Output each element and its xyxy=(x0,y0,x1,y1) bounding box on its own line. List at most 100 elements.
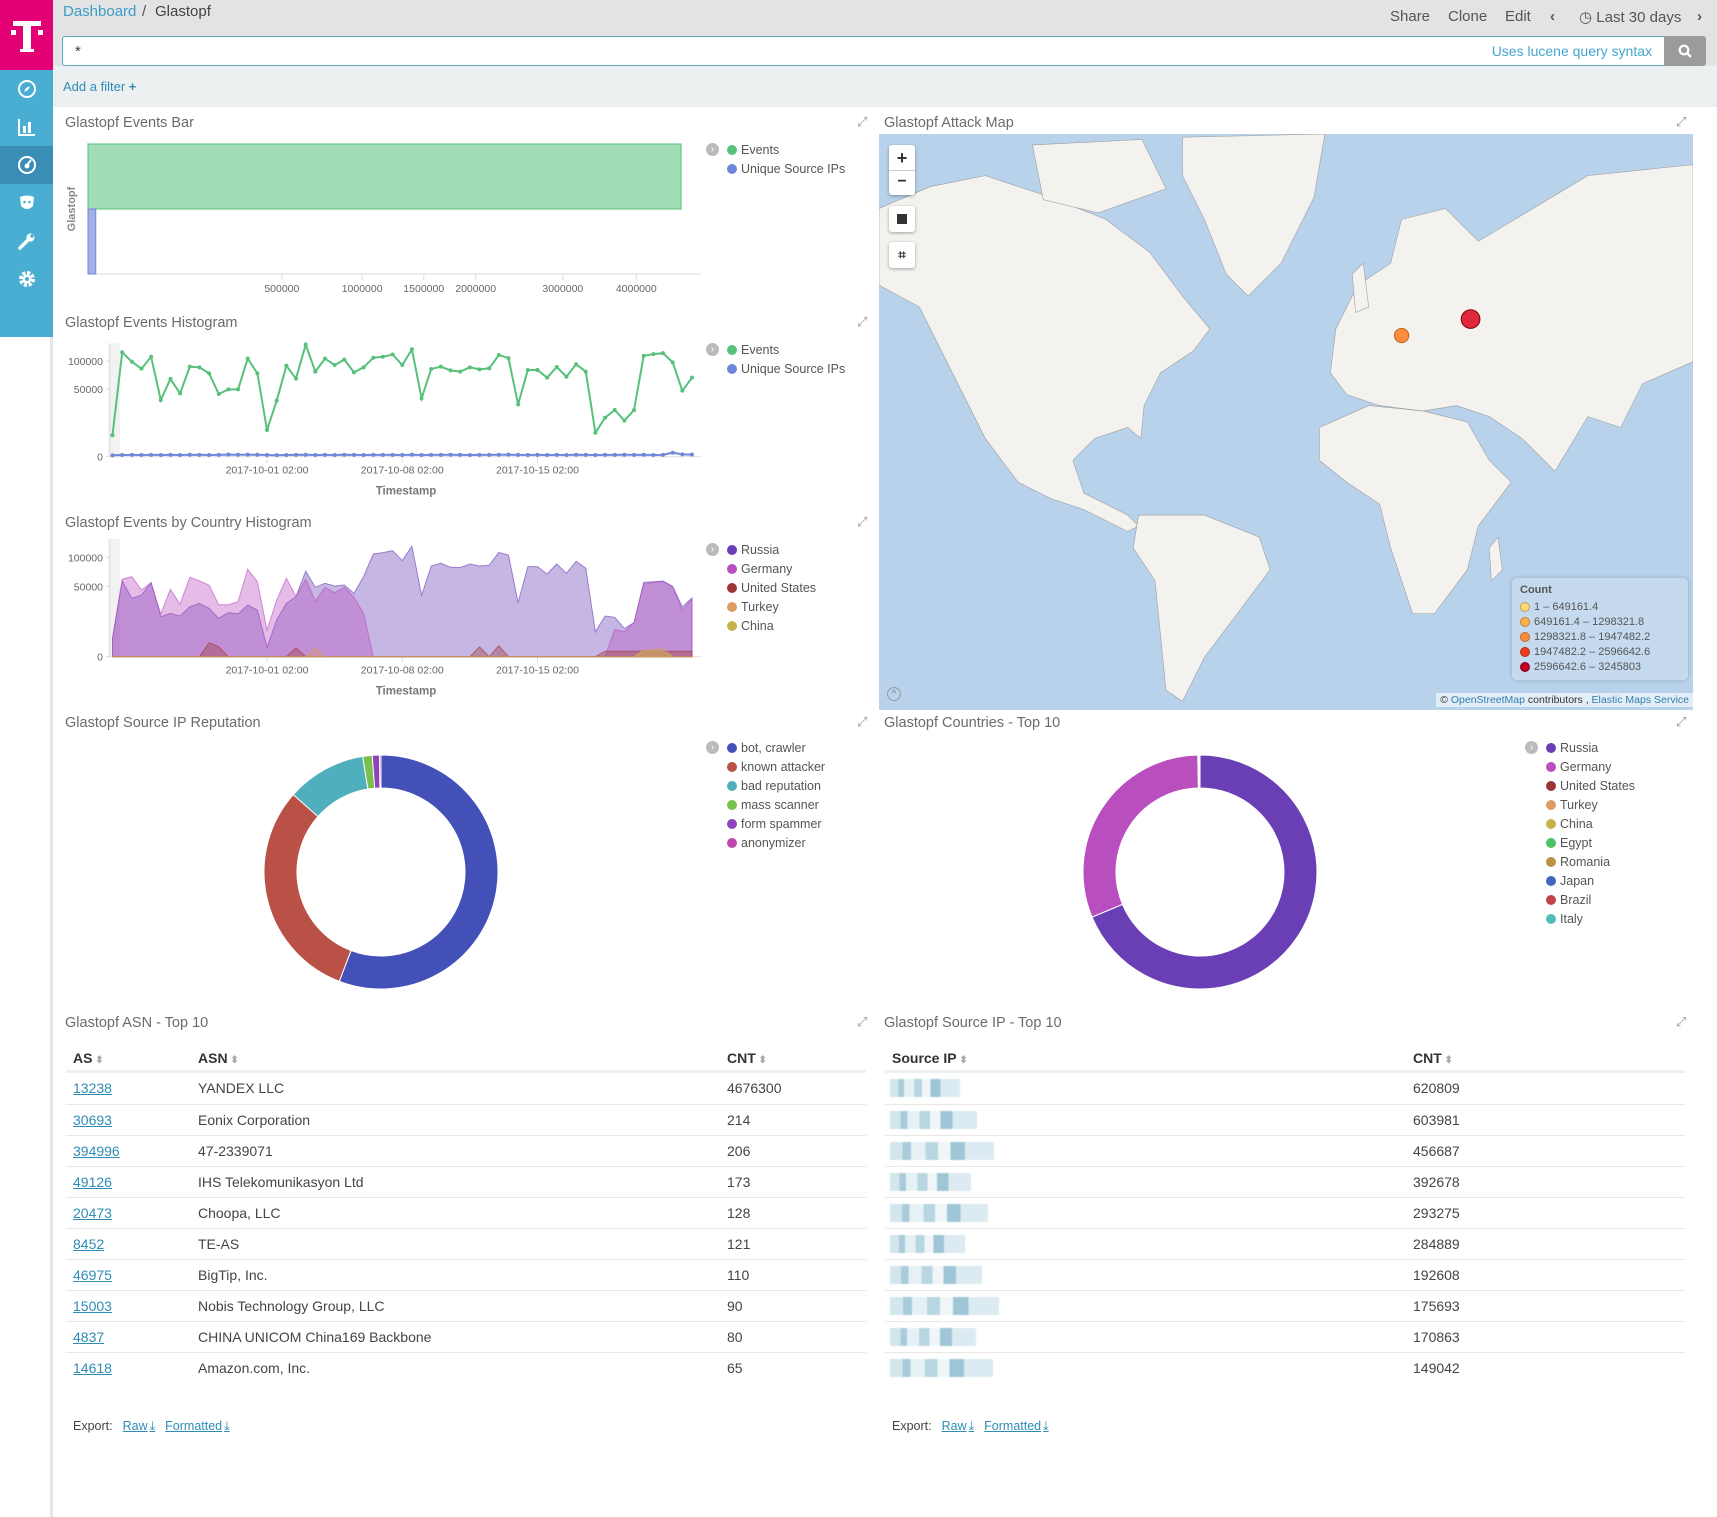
sidebar-item-visualize[interactable] xyxy=(0,108,53,146)
legend-item[interactable]: anonymizer xyxy=(727,833,806,852)
legend-item[interactable]: United States xyxy=(1546,776,1635,795)
as-link[interactable]: 49126 xyxy=(73,1174,112,1190)
legend-item[interactable]: Germany xyxy=(727,559,792,578)
lucene-syntax-link[interactable]: Uses lucene query syntax xyxy=(1491,43,1652,59)
legend-item[interactable]: Events xyxy=(727,340,779,359)
as-link[interactable]: 15003 xyxy=(73,1298,112,1314)
expand-icon[interactable]: ⤢ xyxy=(1676,714,1687,729)
map-legend-item: 1 – 649161.4 xyxy=(1520,599,1680,614)
as-link[interactable]: 46975 xyxy=(73,1267,112,1283)
expand-icon[interactable]: ⤢ xyxy=(857,1014,868,1029)
as-link[interactable]: 394996 xyxy=(73,1143,120,1159)
draw-rectangle-button[interactable] xyxy=(889,206,915,232)
as-link[interactable]: 4837 xyxy=(73,1329,105,1345)
zoom-out-button[interactable]: − xyxy=(889,170,915,194)
query-input[interactable]: * Uses lucene query syntax xyxy=(62,36,1664,66)
clone-button[interactable]: Clone xyxy=(1448,8,1488,25)
legend-item[interactable]: mass scanner xyxy=(727,795,819,814)
download-icon[interactable]: ⤓ xyxy=(224,1419,230,1433)
expand-icon[interactable]: ⤢ xyxy=(1676,114,1687,129)
expand-icon[interactable]: ⤢ xyxy=(857,114,868,129)
legend-item[interactable]: Russia xyxy=(1546,738,1598,757)
legend-item[interactable]: Romania xyxy=(1546,852,1610,871)
sidebar-item-dashboard[interactable] xyxy=(0,146,53,184)
ems-link[interactable]: Elastic Maps Service xyxy=(1591,694,1689,706)
sidebar-item-management[interactable] xyxy=(0,260,53,298)
expand-icon[interactable]: ⤢ xyxy=(857,514,868,529)
legend-item[interactable]: Egypt xyxy=(1546,833,1592,852)
sort-icon[interactable]: ⬍ xyxy=(755,1055,767,1066)
legend-item[interactable]: bot, crawler xyxy=(727,738,806,757)
chevron-right-icon[interactable]: › xyxy=(1697,8,1702,25)
legend-toggle-icon[interactable]: › xyxy=(706,143,719,156)
legend-item[interactable]: form spammer xyxy=(727,814,822,833)
as-link[interactable]: 13238 xyxy=(73,1080,112,1096)
point-events xyxy=(351,370,356,375)
sidebar-item-discover[interactable] xyxy=(0,70,53,108)
legend-item[interactable]: Unique Source IPs xyxy=(727,159,845,178)
map-legend-dot xyxy=(1520,601,1530,612)
export-formatted-link[interactable]: Formatted xyxy=(165,1419,223,1433)
sort-icon[interactable]: ⬍ xyxy=(92,1055,104,1066)
column-header-asn[interactable]: ASN ⬍ xyxy=(198,1050,239,1066)
as-link[interactable]: 30693 xyxy=(73,1112,112,1128)
legend-toggle-icon[interactable]: › xyxy=(706,343,719,356)
legend-item[interactable]: bad reputation xyxy=(727,776,821,795)
sort-icon[interactable]: ⬍ xyxy=(1441,1055,1453,1066)
sidebar-item-timelion[interactable] xyxy=(0,184,53,222)
osm-link[interactable]: OpenStreetMap xyxy=(1450,694,1525,706)
column-header-as[interactable]: AS ⬍ xyxy=(73,1050,104,1066)
sort-icon[interactable]: ⬍ xyxy=(227,1055,239,1066)
legend-item[interactable]: China xyxy=(727,616,774,635)
brand-logo[interactable] xyxy=(0,0,53,70)
legend-toggle-icon[interactable]: › xyxy=(706,543,719,556)
legend-item[interactable]: Unique Source IPs xyxy=(727,359,845,378)
breadcrumb-dashboard[interactable]: Dashboard xyxy=(63,3,137,20)
legend-toggle-icon[interactable]: › xyxy=(1525,741,1538,754)
add-filter-button[interactable]: Add a filter + xyxy=(63,79,136,94)
time-picker[interactable]: ◷ Last 30 days xyxy=(1579,8,1681,26)
sort-icon[interactable]: ⬍ xyxy=(956,1055,968,1066)
legend-item[interactable]: known attacker xyxy=(727,757,825,776)
fit-bounds-button[interactable]: ⌗ xyxy=(889,242,915,268)
as-link[interactable]: 8452 xyxy=(73,1236,105,1252)
legend-item[interactable]: United States xyxy=(727,578,816,597)
share-button[interactable]: Share xyxy=(1390,8,1431,25)
column-header-cnt[interactable]: CNT ⬍ xyxy=(727,1050,767,1066)
legend-item[interactable]: China xyxy=(1546,814,1593,833)
export-formatted-link[interactable]: Formatted xyxy=(984,1419,1042,1433)
as-link[interactable]: 14618 xyxy=(73,1360,112,1376)
search-button[interactable] xyxy=(1664,36,1706,66)
download-icon[interactable]: ⤓ xyxy=(149,1419,156,1433)
column-header-cnt[interactable]: CNT ⬍ xyxy=(1413,1050,1453,1066)
export-raw-link[interactable]: Raw xyxy=(122,1419,148,1433)
legend-item[interactable]: Turkey xyxy=(1546,795,1598,814)
legend-item[interactable]: Germany xyxy=(1546,757,1611,776)
edit-button[interactable]: Edit xyxy=(1505,8,1531,25)
expand-icon[interactable]: ⤢ xyxy=(857,714,868,729)
legend-item[interactable]: Italy xyxy=(1546,909,1583,928)
as-link[interactable]: 20473 xyxy=(73,1205,112,1221)
chevron-left-icon[interactable]: ‹ xyxy=(1550,8,1555,25)
legend-item[interactable]: Russia xyxy=(727,540,779,559)
point-unique-source-ips xyxy=(255,452,260,457)
point-events xyxy=(197,365,202,370)
legend-toggle-icon[interactable]: › xyxy=(706,741,719,754)
download-icon[interactable]: ⤓ xyxy=(1043,1419,1049,1433)
legend-item[interactable]: Brazil xyxy=(1546,890,1591,909)
column-header-source-ip[interactable]: Source IP ⬍ xyxy=(892,1050,968,1066)
map-collapse-icon[interactable]: ^ xyxy=(887,687,901,701)
legend-item[interactable]: Turkey xyxy=(727,597,779,616)
zoom-in-button[interactable]: + xyxy=(896,148,908,168)
expand-icon[interactable]: ⤢ xyxy=(1676,1014,1687,1029)
export-raw-link[interactable]: Raw xyxy=(941,1419,967,1433)
point-events xyxy=(284,363,289,368)
point-events xyxy=(178,391,183,396)
expand-icon[interactable]: ⤢ xyxy=(857,314,868,329)
world-map[interactable] xyxy=(879,134,1693,710)
download-icon[interactable]: ⤓ xyxy=(968,1419,975,1433)
legend-item[interactable]: Japan xyxy=(1546,871,1594,890)
attack-map[interactable]: + − ⌗ ^ © OpenStreetMap contributors , E… xyxy=(879,134,1693,710)
sidebar-item-dev-tools[interactable] xyxy=(0,222,53,260)
legend-item[interactable]: Events xyxy=(727,140,779,159)
